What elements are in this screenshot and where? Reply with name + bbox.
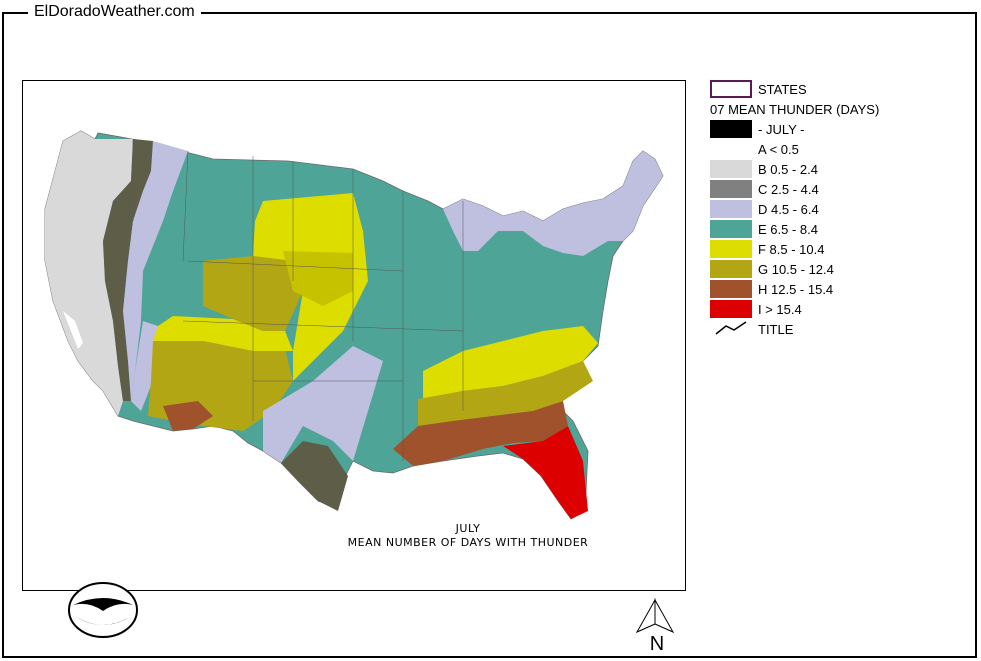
legend-class-label: G 10.5 - 12.4	[758, 262, 834, 277]
zone-h-gulf	[393, 401, 568, 466]
zone-d-northeast	[443, 151, 663, 256]
caption-month: JULY	[455, 522, 481, 535]
zone-d-basin	[123, 141, 188, 401]
legend-class-row: E 6.5 - 8.4	[708, 220, 968, 240]
legend-heading: 07 MEAN THUNDER (DAYS)	[710, 102, 880, 117]
zone-g-plains	[283, 251, 353, 306]
legend-class-label: B 0.5 - 2.4	[758, 162, 818, 177]
zone-h-arizona	[163, 401, 213, 431]
noaa-logo	[68, 582, 138, 638]
legend-class-label: C 2.5 - 4.4	[758, 182, 819, 197]
legend-class-label: E 6.5 - 8.4	[758, 222, 818, 237]
legend-class-label: H 12.5 - 15.4	[758, 282, 834, 297]
legend-class-label: I > 15.4	[758, 302, 802, 317]
zone-f-southwest	[153, 316, 293, 351]
legend-states-label: STATES	[758, 82, 807, 97]
caption-description: MEAN NUMBER OF DAYS WITH THUNDER	[347, 536, 589, 549]
north-arrow-icon: N	[635, 598, 675, 654]
zone-f-midsouth	[423, 326, 598, 399]
legend-class-row: A < 0.5	[708, 140, 968, 160]
zone-i-florida	[503, 426, 588, 519]
legend-class-row: I > 15.4	[708, 300, 968, 320]
legend-class-row: B 0.5 - 2.4	[708, 160, 968, 180]
legend-title-row: TITLE	[708, 320, 968, 340]
legend-class-label: F 8.5 - 10.4	[758, 242, 825, 257]
legend-class-swatch	[710, 220, 752, 238]
legend-class-swatch	[710, 160, 752, 178]
zone-c-texas	[281, 441, 348, 511]
legend-month-label: - JULY -	[758, 122, 805, 137]
zone-g-deepsouth	[418, 361, 593, 426]
legend-states-row: STATES	[708, 80, 968, 100]
legend-classes: A < 0.5 B 0.5 - 2.4 C 2.5 - 4.4 D 4.5 - 6.4…	[708, 140, 968, 320]
us-thunder-map	[44, 130, 664, 520]
legend-class-swatch	[710, 140, 752, 158]
site-title: ElDoradoWeather.com	[28, 3, 201, 21]
legend-class-swatch	[710, 260, 752, 278]
legend-class-row: C 2.5 - 4.4	[708, 180, 968, 200]
legend-class-row: F 8.5 - 10.4	[708, 240, 968, 260]
title-line-icon	[715, 321, 747, 335]
legend-class-label: A < 0.5	[758, 142, 799, 157]
zone-d-texas	[263, 346, 383, 463]
zone-b-westcoast	[45, 131, 133, 416]
legend-class-swatch	[710, 240, 752, 258]
legend-month-row: - JULY -	[708, 120, 968, 140]
zone-a-coast	[63, 311, 83, 349]
legend: STATES 07 MEAN THUNDER (DAYS) - JULY - A…	[708, 80, 968, 340]
legend-class-swatch	[710, 180, 752, 198]
legend-class-swatch	[710, 300, 752, 318]
legend-class-row: D 4.5 - 6.4	[708, 200, 968, 220]
legend-class-row: H 12.5 - 15.4	[708, 280, 968, 300]
state-borders	[132, 139, 464, 461]
legend-class-label: D 4.5 - 6.4	[758, 202, 819, 217]
map-caption: JULY MEAN NUMBER OF DAYS WITH THUNDER	[323, 522, 613, 550]
month-swatch	[710, 120, 752, 138]
map-panel: JULY MEAN NUMBER OF DAYS WITH THUNDER	[22, 80, 686, 638]
legend-class-swatch	[710, 200, 752, 218]
outer-frame	[2, 12, 977, 658]
north-letter: N	[650, 633, 664, 654]
legend-title-label: TITLE	[758, 322, 794, 337]
legend-class-row: G 10.5 - 12.4	[708, 260, 968, 280]
states-swatch	[710, 80, 752, 98]
zone-c-sierra	[103, 139, 153, 401]
legend-class-swatch	[710, 280, 752, 298]
